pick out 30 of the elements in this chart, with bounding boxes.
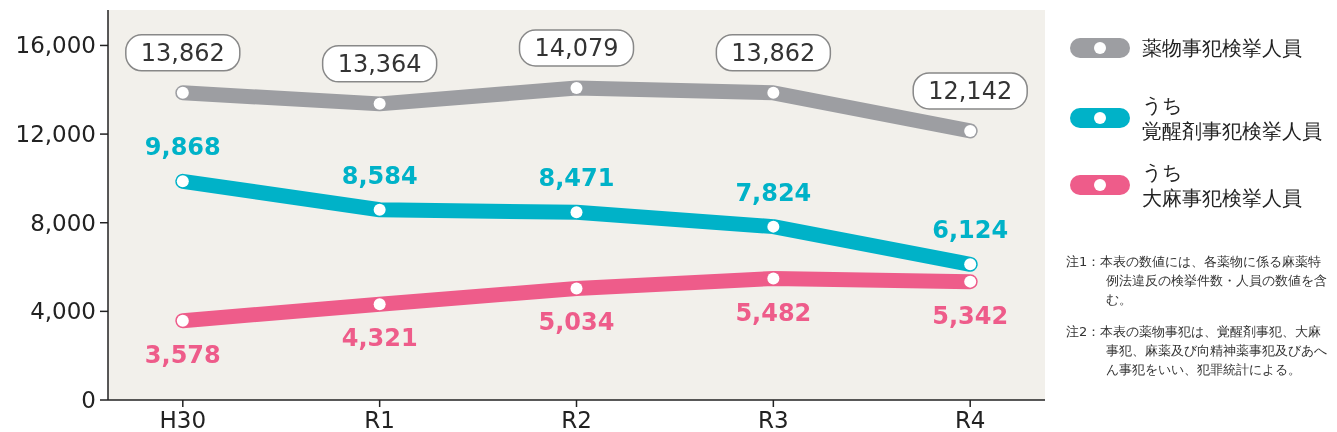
x-tick-label: R3	[758, 407, 789, 432]
data-label: 3,578	[144, 340, 221, 369]
y-tick-label: 4,000	[30, 298, 96, 325]
y-tick-label: 8,000	[30, 209, 96, 236]
data-label: 5,482	[735, 298, 812, 327]
text: 注2：本表の薬物事犯は、覚醒剤事犯、大麻事犯、麻薬及び向精神薬事犯及びあへん事犯をいい、犯罪統計による。	[1066, 323, 1329, 379]
x-tick-label: R4	[954, 407, 986, 432]
data-label: 9,868	[144, 133, 221, 162]
legend-label: うち大麻事犯検挙人員	[1142, 160, 1302, 210]
data-label: 12,142	[928, 76, 1013, 105]
data-label: 8,471	[538, 164, 615, 193]
data-label: 7,824	[735, 178, 812, 207]
data-label: 13,862	[140, 38, 225, 67]
data-label: 13,364	[337, 49, 422, 78]
x-tick-label: R2	[561, 407, 592, 432]
data-label: 13,862	[731, 38, 816, 67]
data-label: 6,124	[932, 216, 1009, 245]
data-label: 4,321	[341, 324, 418, 353]
y-tick-label: 0	[81, 387, 96, 413]
text: 注1：本表の数値には、各薬物に係る麻薬特例法違反の検挙件数・人員の数値を含む。	[1066, 253, 1329, 309]
legend-label: 薬物事犯検挙人員	[1142, 36, 1302, 60]
data-label: 5,034	[538, 308, 615, 337]
data-label: 14,079	[534, 34, 619, 63]
x-tick-label: R1	[364, 407, 395, 432]
y-tick-label: 16,000	[15, 32, 96, 59]
x-tick-label: H30	[159, 407, 207, 432]
data-label: 8,584	[341, 161, 418, 190]
y-tick-label: 12,000	[15, 121, 96, 148]
legend-label: うち覚醒剤事犯検挙人員	[1142, 93, 1322, 143]
data-label: 5,342	[932, 301, 1009, 330]
